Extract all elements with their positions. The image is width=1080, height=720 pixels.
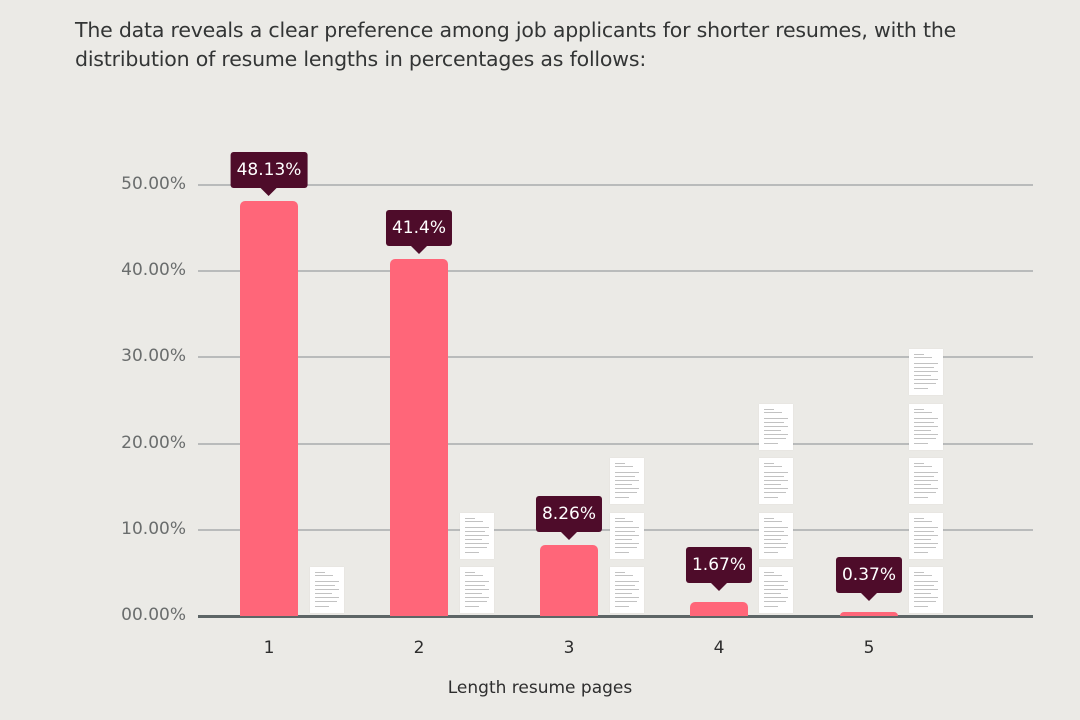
document-icon <box>759 567 793 613</box>
gridline <box>198 184 1033 186</box>
gridline <box>198 270 1033 273</box>
x-tick-label: 2 <box>413 638 425 658</box>
value-label-2: 41.4% <box>385 210 453 255</box>
gridline <box>198 442 1033 445</box>
bar-3[interactable] <box>540 544 598 616</box>
y-tick-label: 40.00% <box>121 260 186 281</box>
intro-text: The data reveals a clear preference amon… <box>75 18 957 71</box>
x-tick-label: 3 <box>563 638 575 658</box>
x-tick-label: 5 <box>863 638 875 658</box>
y-tick-label: 20.00% <box>121 432 186 453</box>
value-label-3: 8.26% <box>535 495 603 540</box>
y-tick-label: 00.00% <box>121 605 186 625</box>
x-tick-label: 4 <box>713 638 725 658</box>
y-tick-label: 30.00% <box>121 346 186 367</box>
document-icon <box>610 512 644 559</box>
x-tick-label: 1 <box>263 638 275 658</box>
document-icon <box>909 349 943 395</box>
bar-5[interactable] <box>840 612 898 616</box>
document-icon <box>909 403 943 450</box>
document-icon <box>759 403 793 450</box>
x-axis-baseline <box>198 615 1033 618</box>
document-icon <box>310 567 344 613</box>
y-tick-label: 10.00% <box>121 518 186 539</box>
document-icon <box>909 458 943 504</box>
document-icon <box>759 458 793 504</box>
document-icon <box>610 567 644 613</box>
value-label-5: 0.37% <box>835 557 903 601</box>
value-label-1: 48.13% <box>230 152 308 197</box>
document-icon <box>460 567 494 613</box>
gridline <box>198 356 1033 359</box>
bar-4[interactable] <box>690 601 748 616</box>
document-icon <box>460 512 494 559</box>
x-axis-title: Length resume pages <box>447 678 633 698</box>
bar-2[interactable] <box>390 259 448 616</box>
document-icon <box>759 512 793 559</box>
document-icon <box>909 512 943 559</box>
document-icon <box>610 458 644 504</box>
value-label-4: 1.67% <box>685 547 753 591</box>
y-tick-label: 50.00% <box>121 174 186 194</box>
document-icon <box>909 567 943 613</box>
bar-1[interactable] <box>240 201 298 616</box>
